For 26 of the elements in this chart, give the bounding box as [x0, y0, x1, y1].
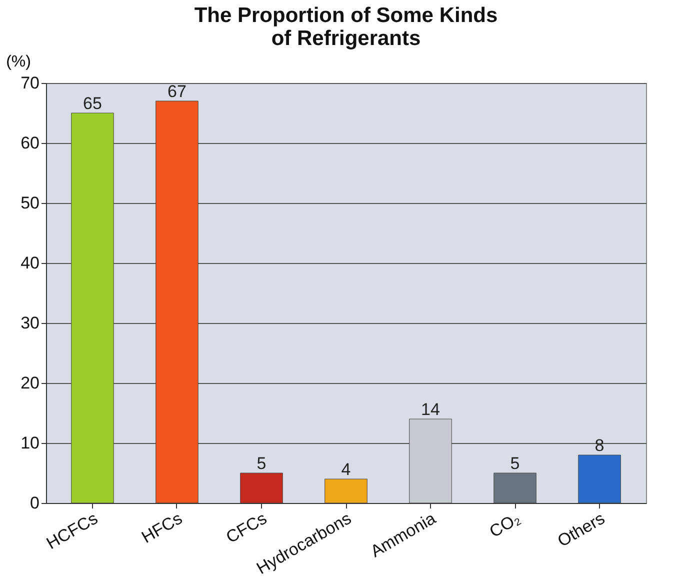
- bar: [578, 454, 621, 504]
- bar: [494, 472, 536, 504]
- x-tick-label: HFCs: [138, 508, 186, 547]
- x-tick-label: CO₂: [486, 508, 524, 542]
- bar: [324, 478, 368, 504]
- bar: [156, 100, 198, 504]
- y-tick-label: 30: [20, 314, 40, 332]
- y-tick-label: 0: [30, 494, 40, 512]
- text: The Proportion of Some Kinds: [194, 4, 498, 27]
- text: of Refrigerants: [271, 27, 421, 50]
- data-label: 14: [421, 400, 440, 419]
- data-label: 65: [83, 94, 102, 113]
- data-label: 4: [341, 460, 351, 479]
- bar: [409, 418, 452, 504]
- y-tick-label: 70: [20, 74, 40, 92]
- y-tick-label: 50: [20, 194, 40, 212]
- bar: [240, 472, 283, 504]
- y-tick-label: 10: [20, 434, 40, 452]
- y-tick-label: 60: [20, 134, 40, 152]
- data-label: 5: [510, 454, 520, 473]
- data-label: 67: [168, 82, 186, 101]
- y-tick-label: 20: [20, 374, 40, 392]
- bar: [71, 112, 114, 504]
- y-tick-label: 40: [20, 254, 40, 272]
- y-axis-title: (%): [6, 54, 31, 70]
- data-label: 5: [256, 454, 266, 473]
